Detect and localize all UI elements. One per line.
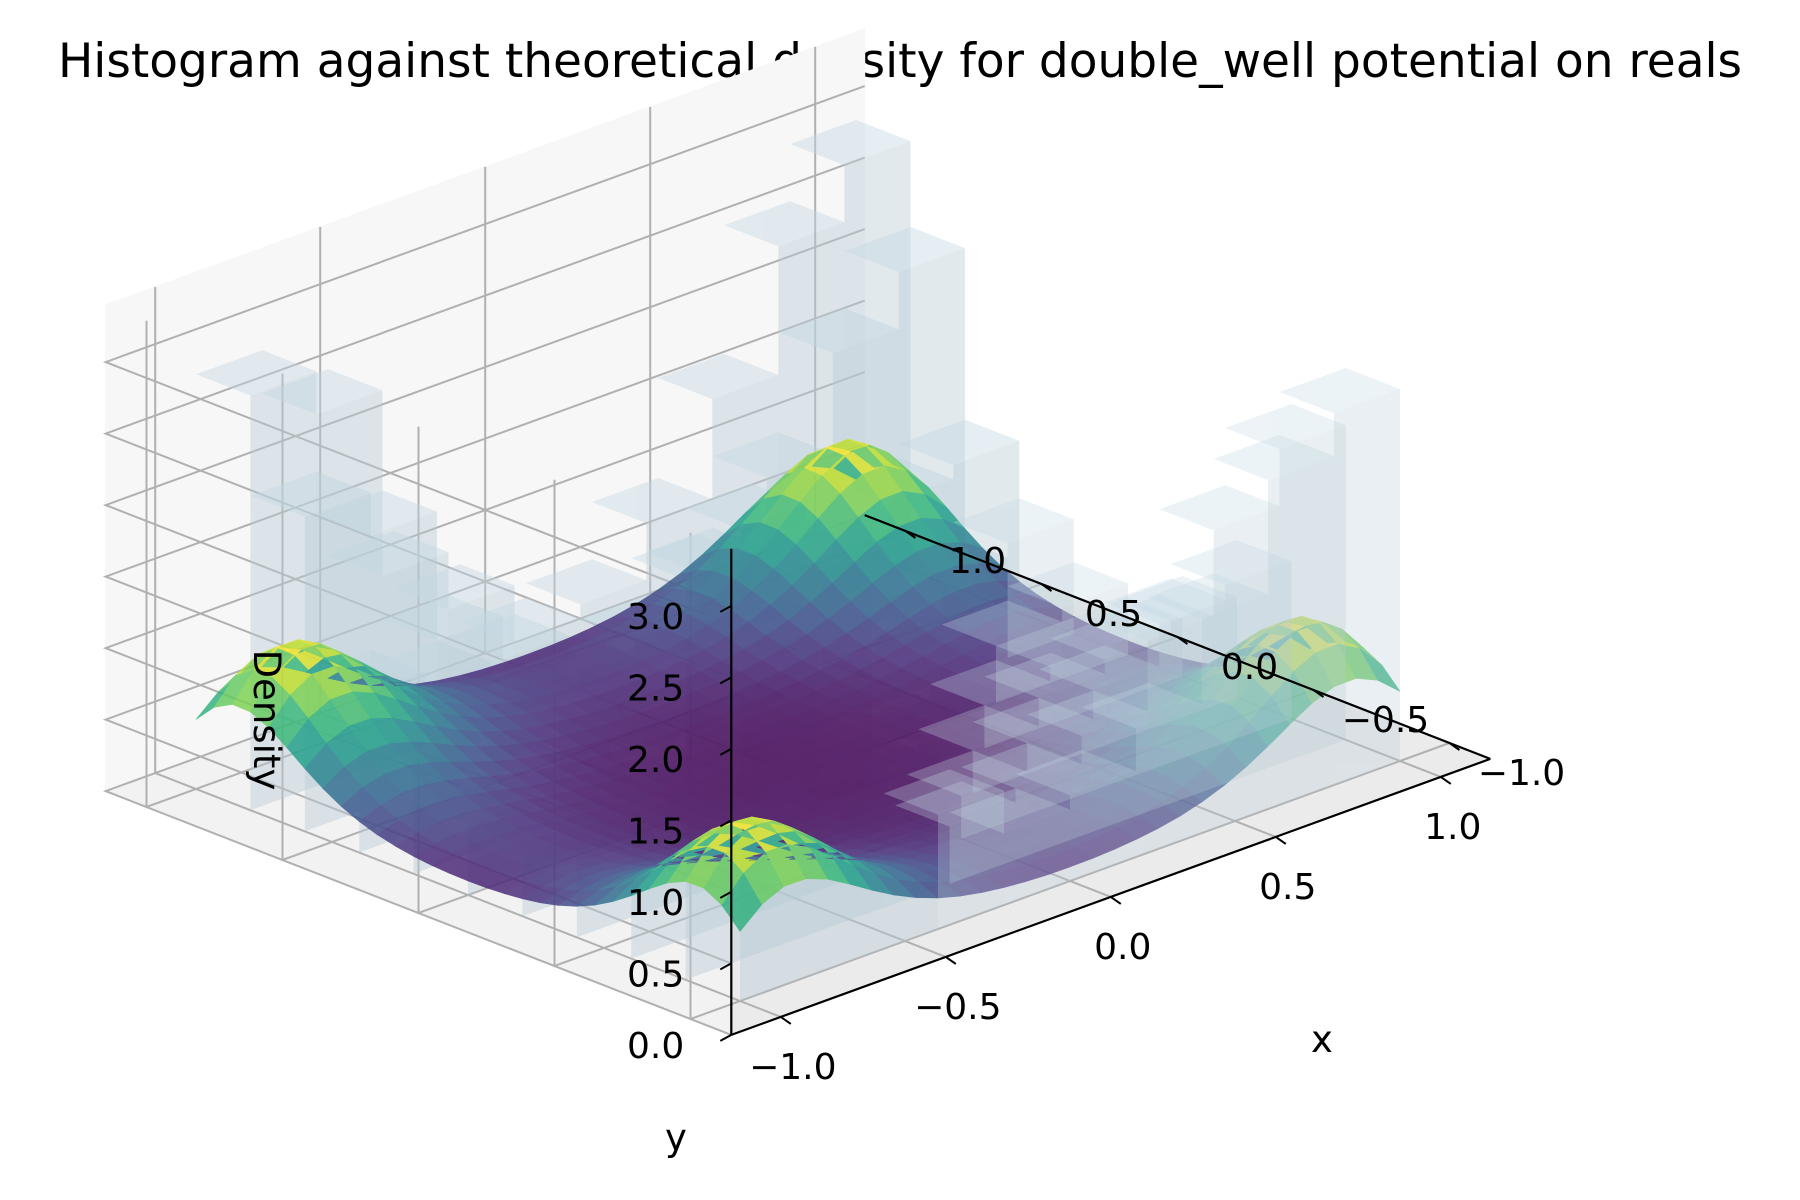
z-tick-label: 3.0 [627,597,684,638]
histogram-bar [961,743,1082,860]
histogram-bar [906,750,1028,839]
histogram-bar [1062,597,1183,701]
histogram-bars-front [883,368,1400,929]
histogram-bar [918,705,1039,794]
chart-title: Histogram against theoretical density fo… [57,34,1743,89]
z-gridline [102,85,866,607]
z-tick-label: 1.5 [627,811,684,852]
x-tick [1110,896,1122,905]
histogram-bar [1225,404,1346,764]
z-tick [719,748,732,756]
y-tick-label: 1.0 [949,541,1006,582]
x-tick-label: −1.0 [749,1047,836,1088]
z-tick [719,676,732,685]
histogram-bar [1007,562,1128,679]
y-tick [904,530,917,539]
z-tick-label: 0.5 [627,954,684,995]
histogram-bar [1027,690,1148,836]
z-gridline [102,514,866,1036]
z-axis-label: Density [245,650,288,791]
histogram-bar [949,788,1070,905]
y-tick-label: 0.0 [1221,647,1278,688]
y-tick-label: 0.5 [1085,594,1142,635]
histogram-bar [883,769,1004,929]
histogram-bar [984,652,1105,770]
x-tick-label: 0.0 [1094,927,1151,968]
z-tick-label: 0.0 [627,1026,684,1067]
y-tick [1312,689,1325,698]
histogram-bar [941,600,1062,703]
x-tick [780,1016,792,1025]
x-tick [945,956,957,965]
z-tick [719,891,732,899]
z-gridline [102,156,866,679]
axis-labels: x y Density [245,650,1333,1159]
histogram-bar [1104,578,1226,767]
histogram-bar [1093,595,1214,812]
histogram-bar [1116,576,1237,722]
histogram-bar [1015,750,1136,881]
y-tick [1040,583,1053,592]
histogram-bar [1170,540,1292,743]
y-tick-label: −1.0 [1478,753,1565,794]
x-tick-label: 0.5 [1259,867,1316,908]
surface-mesh [195,438,1401,932]
axes: −1.0 −0.5 0.0 0.5 1.0 −1.0 −0.5 0.0 0.5 1.0 0.0 0.5… [627,514,1565,1088]
z-tick [719,962,732,971]
histogram-bar [1159,485,1280,788]
z-tick-label: 2.0 [627,740,684,781]
histogram-bar [972,697,1094,815]
z-tick [719,605,732,613]
histogram-bar [930,660,1051,749]
histogram-bar [996,621,1117,725]
y-tick [1448,742,1461,751]
histogram-bar [895,781,1016,884]
y-axis-label: y [665,1116,687,1159]
histogram-bar [1213,434,1334,809]
x-tick [1275,836,1287,845]
z-tick-label: 1.0 [627,883,684,924]
z-tick-label: 2.5 [627,668,684,709]
histogram-bar [1050,614,1171,746]
z-tick [719,1034,732,1042]
histogram-bar [1038,645,1160,791]
x-tick-label: 1.0 [1424,807,1481,848]
z-tick [719,819,732,828]
x-tick [1440,776,1452,785]
histogram-bar [1279,368,1400,785]
histogram-bar [953,498,1074,658]
density-surface [195,438,1401,932]
y-tick-label: −0.5 [1342,700,1429,741]
y-tick [1176,636,1189,645]
x-axis-label: x [1311,1018,1333,1061]
histogram-bar [1081,683,1202,857]
x-tick-label: −0.5 [914,987,1001,1028]
